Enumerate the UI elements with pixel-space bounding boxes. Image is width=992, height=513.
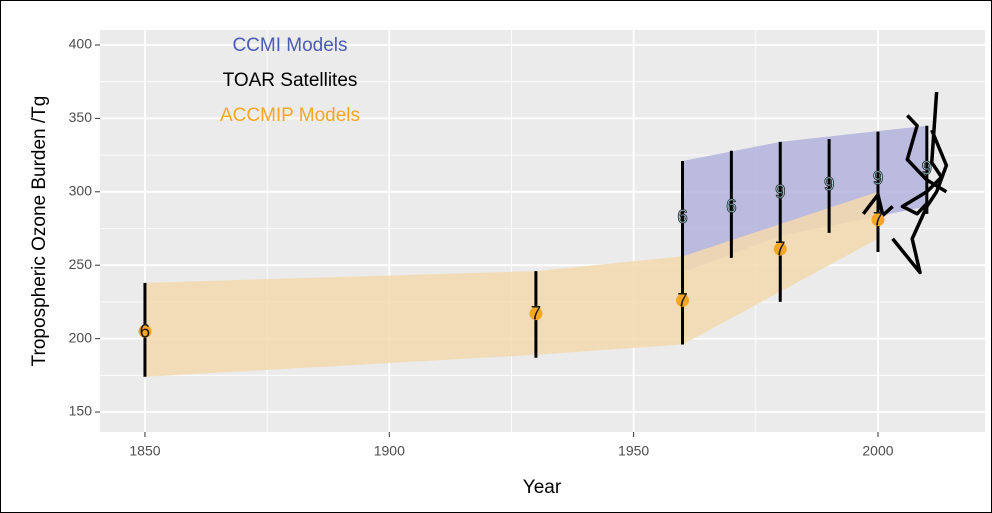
point: [773, 242, 787, 256]
satellite-line: [861, 192, 894, 218]
band: [682, 125, 927, 273]
count-label: 9: [775, 182, 786, 203]
y-tick-label: 300: [69, 183, 93, 199]
count-label: 6: [140, 321, 151, 342]
point: [871, 213, 885, 227]
legend-entry: CCMI Models: [232, 35, 347, 56]
band: [144, 191, 878, 377]
count-label: 9: [824, 174, 835, 195]
count-label: 7: [873, 210, 884, 231]
legend-entry: ACCMIP Models: [220, 105, 360, 126]
x-tick-label: 2000: [862, 443, 893, 459]
x-tick-label: 1950: [618, 443, 649, 459]
y-tick-label: 150: [69, 403, 93, 419]
point: [138, 324, 152, 338]
satellite-line: [900, 91, 944, 216]
y-tick-label: 200: [69, 329, 93, 345]
x-axis-title: Year: [523, 477, 562, 498]
count-label: 7: [775, 239, 786, 260]
count-label: 6: [726, 196, 737, 217]
x-tick-label: 1850: [129, 443, 160, 459]
y-tick-label: 350: [69, 109, 93, 125]
count-label: 9: [873, 169, 884, 190]
count-label: 7: [677, 290, 688, 311]
point: [529, 307, 543, 321]
y-tick-label: 400: [69, 36, 93, 52]
point: [676, 293, 690, 307]
y-tick-label: 250: [69, 256, 93, 272]
legend-entry: TOAR Satellites: [223, 70, 358, 91]
count-label: 7: [531, 304, 542, 325]
x-tick-label: 1900: [374, 443, 405, 459]
count-label: 6: [677, 207, 688, 228]
y-axis-title: Tropospheric Ozone Burden /Tg: [29, 96, 50, 367]
satellite-line: [891, 129, 949, 275]
count-label: 9: [922, 158, 933, 179]
